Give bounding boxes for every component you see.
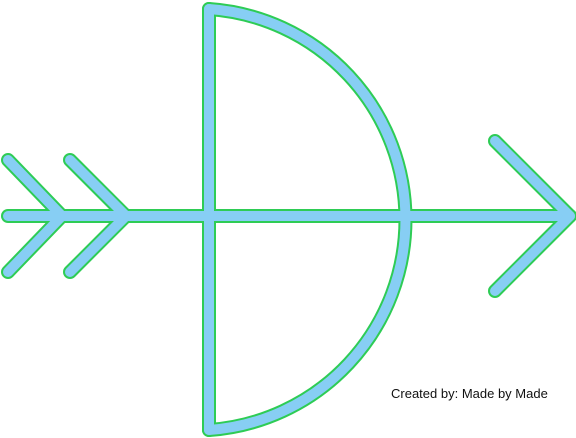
icon-fill	[3, 4, 575, 435]
arrow-fletching-outer-fill	[3, 155, 67, 277]
arrow-fletching-inner-fill	[65, 155, 131, 277]
credit-text: Created by: Made by Made	[391, 386, 548, 401]
arrow-head-fill	[490, 136, 575, 296]
